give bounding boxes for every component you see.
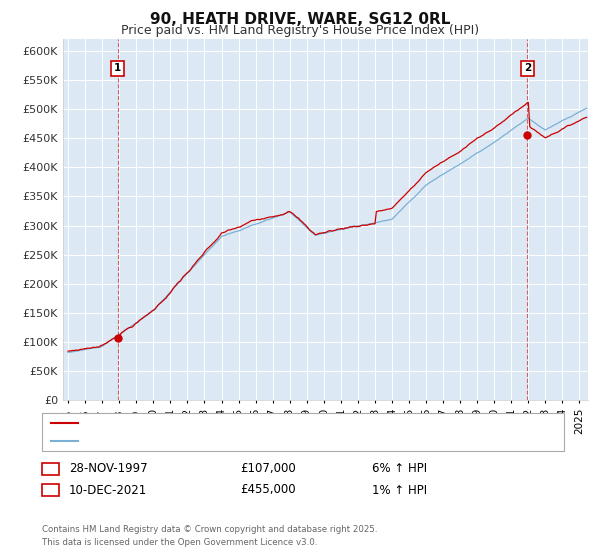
Text: 10-DEC-2021: 10-DEC-2021 [69,483,147,497]
Text: 1% ↑ HPI: 1% ↑ HPI [372,483,427,497]
Text: 2: 2 [524,63,531,73]
Text: £107,000: £107,000 [240,462,296,475]
Text: Price paid vs. HM Land Registry's House Price Index (HPI): Price paid vs. HM Land Registry's House … [121,24,479,36]
Text: HPI: Average price, semi-detached house, East Hertfordshire: HPI: Average price, semi-detached house,… [84,436,415,446]
Text: 1: 1 [114,63,121,73]
Text: £455,000: £455,000 [240,483,296,497]
Text: 1: 1 [47,464,54,474]
Text: 2: 2 [47,485,54,495]
Text: 90, HEATH DRIVE, WARE, SG12 0RL (semi-detached house): 90, HEATH DRIVE, WARE, SG12 0RL (semi-de… [84,418,407,428]
Text: Contains HM Land Registry data © Crown copyright and database right 2025.
This d: Contains HM Land Registry data © Crown c… [42,525,377,547]
Text: 28-NOV-1997: 28-NOV-1997 [69,462,148,475]
Text: 90, HEATH DRIVE, WARE, SG12 0RL: 90, HEATH DRIVE, WARE, SG12 0RL [150,12,450,27]
Text: 6% ↑ HPI: 6% ↑ HPI [372,462,427,475]
